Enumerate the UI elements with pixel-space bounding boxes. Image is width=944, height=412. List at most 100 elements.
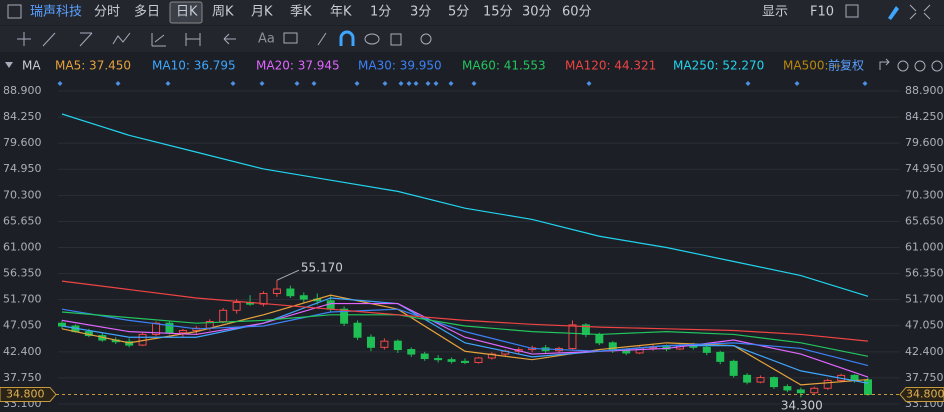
last-tag-left bbox=[0, 386, 57, 402]
candle-body bbox=[796, 389, 805, 394]
remove-icon[interactable] bbox=[914, 60, 926, 72]
candle-body bbox=[259, 292, 268, 305]
erase-tool[interactable] bbox=[317, 32, 327, 46]
eye-tool[interactable] bbox=[364, 33, 380, 45]
reset-icon[interactable] bbox=[879, 58, 890, 70]
move-tool[interactable] bbox=[17, 32, 31, 46]
y-tick-label-right: 61.000 bbox=[905, 240, 944, 253]
candle-body bbox=[783, 386, 792, 391]
last-tag-right bbox=[899, 386, 944, 402]
settings-icon[interactable] bbox=[931, 60, 943, 72]
legend-entry: MA30: 39.950 bbox=[358, 59, 442, 73]
indicator[interactable]: MA bbox=[22, 59, 41, 73]
ma-line bbox=[61, 308, 869, 367]
wave-tool[interactable] bbox=[112, 32, 131, 45]
adjust[interactable]: 前复权 bbox=[828, 58, 864, 73]
candle-body bbox=[823, 379, 832, 389]
candle-body bbox=[595, 333, 604, 344]
legend-icons bbox=[879, 58, 943, 72]
y-tick-label-left: 51.700 bbox=[3, 293, 42, 306]
candle-body bbox=[743, 374, 752, 383]
event-marker bbox=[311, 81, 317, 86]
legend-entry: MA60: 41.553 bbox=[462, 59, 546, 73]
ma-line bbox=[61, 297, 869, 384]
y-tick-label-right: 84.250 bbox=[905, 110, 944, 123]
event-marker bbox=[165, 81, 171, 86]
expand-icon[interactable] bbox=[909, 4, 931, 20]
y-tick-label-left: 88.900 bbox=[3, 84, 42, 97]
ma-line bbox=[61, 280, 869, 342]
candle-body bbox=[702, 346, 711, 353]
legend-entry: MA5: 37.450 bbox=[55, 59, 131, 73]
legend-entry: MA500: -- bbox=[783, 59, 841, 73]
tab[interactable]: 月K bbox=[251, 5, 273, 20]
candle-body bbox=[272, 288, 281, 294]
candle-body bbox=[58, 322, 66, 327]
candle-body bbox=[326, 300, 335, 310]
tab[interactable]: 分时 bbox=[94, 5, 120, 20]
stock-name[interactable]: 瑞声科技 bbox=[30, 5, 82, 20]
display-menu[interactable]: 显示 bbox=[762, 5, 788, 20]
legend-entry: MA10: 36.795 bbox=[152, 59, 236, 73]
tab[interactable]: 3分 bbox=[410, 5, 431, 20]
tab[interactable]: 5分 bbox=[448, 5, 469, 20]
trash-tool[interactable] bbox=[390, 33, 402, 46]
ma-line bbox=[61, 113, 869, 297]
candle-body bbox=[393, 340, 402, 351]
tab[interactable]: 周K bbox=[212, 5, 234, 20]
line-tool[interactable] bbox=[42, 32, 56, 47]
channel-tool[interactable] bbox=[79, 32, 93, 47]
pen-icon[interactable] bbox=[888, 6, 899, 20]
y-tick-label-left: 47.050 bbox=[3, 319, 42, 332]
y-tick-label-left: 70.300 bbox=[3, 188, 42, 201]
toggle-tool[interactable] bbox=[420, 33, 432, 45]
event-marker bbox=[259, 81, 265, 86]
candle-body bbox=[850, 374, 859, 381]
tab[interactable]: 日K bbox=[176, 5, 198, 20]
checkbox[interactable] bbox=[845, 4, 859, 18]
candle-body bbox=[434, 358, 443, 361]
note-tool[interactable] bbox=[283, 32, 298, 44]
event-marker bbox=[425, 81, 431, 86]
y-tick-label-right: 51.700 bbox=[905, 293, 944, 306]
candle-body bbox=[380, 340, 389, 348]
tab[interactable]: 季K bbox=[290, 5, 312, 20]
event-marker bbox=[862, 81, 868, 86]
range-tool[interactable] bbox=[185, 33, 201, 46]
text-tool[interactable]: Aa bbox=[258, 32, 275, 47]
toolbar-bg bbox=[0, 0, 944, 25]
tab-selected bbox=[169, 1, 203, 24]
collapse-icon[interactable] bbox=[5, 62, 13, 68]
candle-body bbox=[622, 350, 631, 354]
tab[interactable]: 年K bbox=[330, 5, 352, 20]
candle-body bbox=[461, 360, 469, 363]
tab[interactable]: 15分 bbox=[483, 5, 513, 20]
y-tick-label-right: 74.950 bbox=[905, 162, 944, 175]
tab[interactable]: 多日 bbox=[134, 4, 160, 20]
tab[interactable]: 1分 bbox=[370, 5, 391, 20]
f10[interactable]: F10 bbox=[810, 5, 834, 20]
y-tick-label-right: 79.600 bbox=[905, 136, 944, 149]
fib-tool[interactable] bbox=[151, 33, 166, 47]
y-tick-label-left: 61.000 bbox=[3, 240, 42, 253]
arrow-tool[interactable] bbox=[223, 33, 236, 45]
y-tick-label-left: 65.650 bbox=[3, 214, 42, 227]
candle-body bbox=[756, 377, 765, 383]
candle-body bbox=[716, 351, 725, 362]
event-marker bbox=[586, 81, 592, 86]
y-tick-label-right: 42.400 bbox=[905, 345, 944, 358]
candle-body bbox=[474, 357, 483, 363]
event-marker bbox=[230, 81, 236, 86]
panel-icon[interactable] bbox=[7, 4, 22, 19]
add-icon[interactable] bbox=[897, 60, 909, 72]
candle-body bbox=[769, 377, 778, 388]
tab[interactable]: 30分 bbox=[522, 5, 552, 20]
ma-line bbox=[61, 311, 869, 357]
candle-body bbox=[568, 324, 577, 349]
tab[interactable]: 60分 bbox=[562, 5, 592, 20]
y-tick-label-left: 56.350 bbox=[3, 267, 42, 280]
magnet-tool[interactable] bbox=[339, 30, 355, 46]
